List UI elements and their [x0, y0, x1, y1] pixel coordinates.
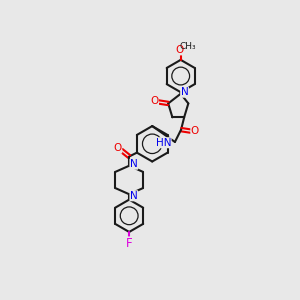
Text: HN: HN: [156, 138, 171, 148]
Text: O: O: [176, 45, 184, 55]
Text: N: N: [181, 87, 188, 97]
Text: O: O: [150, 96, 158, 106]
Text: O: O: [113, 143, 122, 153]
Text: N: N: [130, 191, 138, 201]
Text: F: F: [126, 237, 133, 250]
Text: O: O: [191, 126, 199, 136]
Text: N: N: [130, 159, 138, 169]
Text: CH₃: CH₃: [179, 41, 196, 50]
